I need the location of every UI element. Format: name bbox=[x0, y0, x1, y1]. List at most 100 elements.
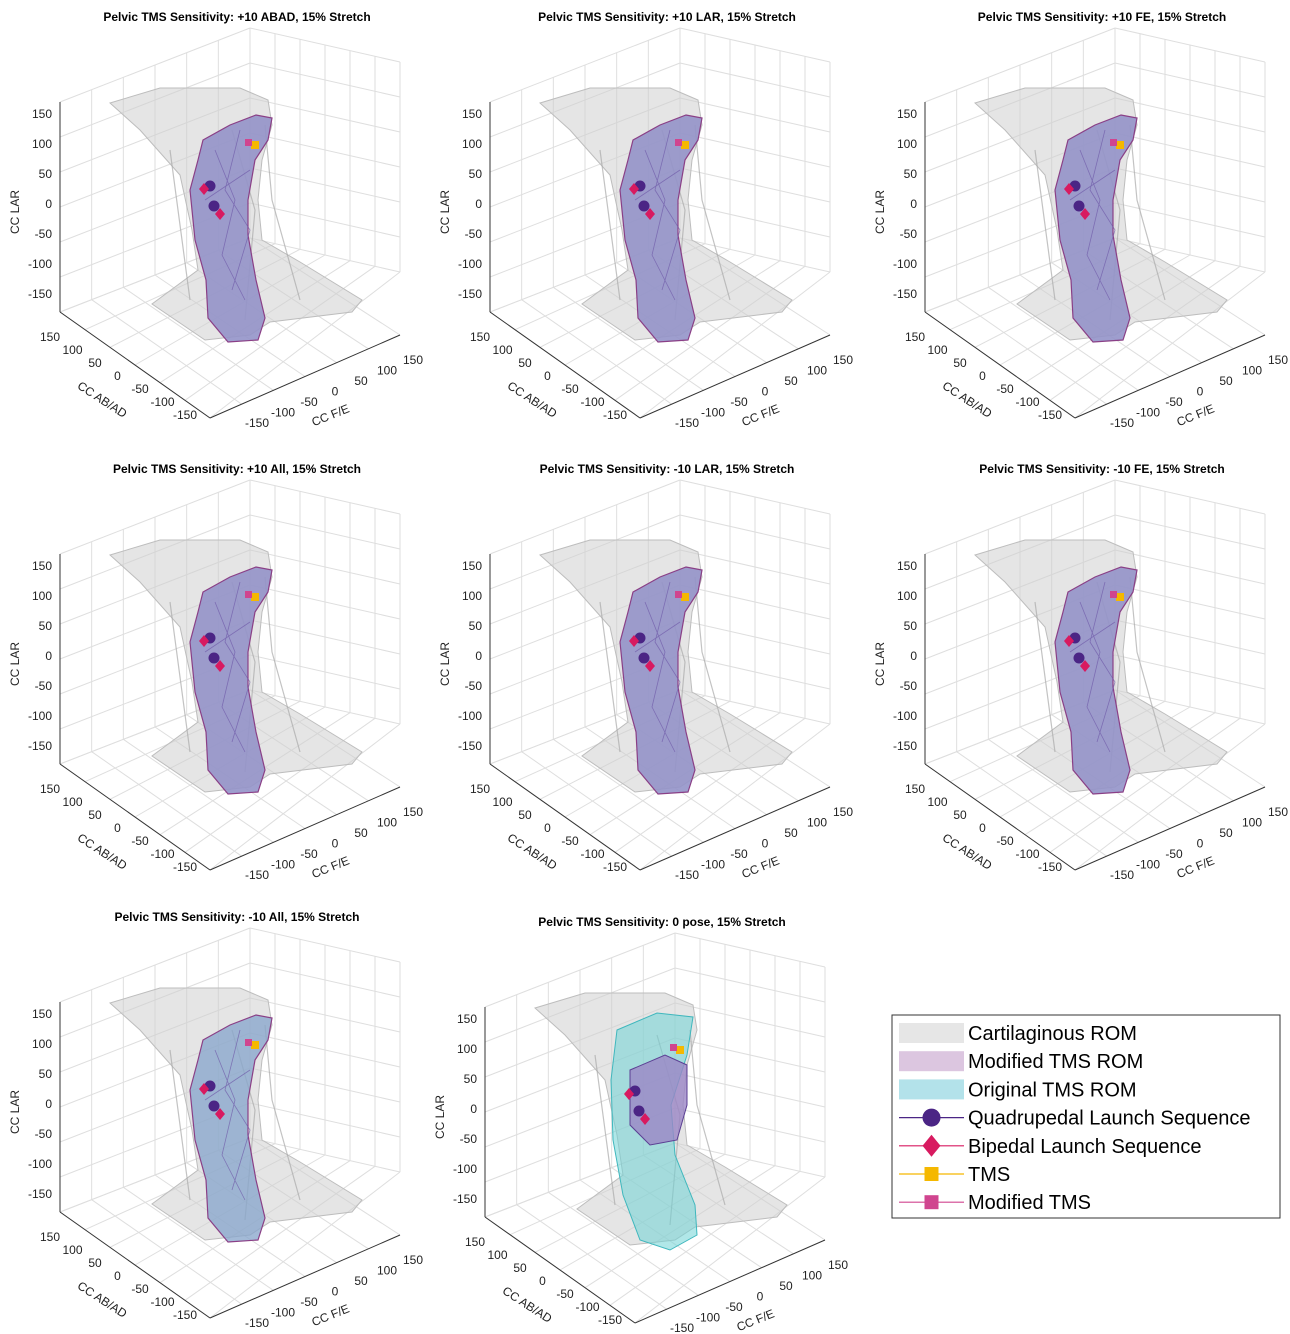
z-axis-label: CC LAR bbox=[8, 1090, 22, 1134]
y-tick-label: 100 bbox=[927, 343, 947, 357]
grid-line bbox=[674, 967, 826, 1003]
x-tick-label: 0 bbox=[762, 385, 769, 399]
grid-line bbox=[249, 619, 401, 655]
y-tick-label: 150 bbox=[40, 1230, 60, 1244]
y-tick-label: 150 bbox=[905, 782, 925, 796]
z-tick-label: 50 bbox=[464, 1072, 478, 1086]
x-tick-label: -50 bbox=[1165, 395, 1183, 409]
tms-marker bbox=[1116, 593, 1124, 601]
z-tick-label: 0 bbox=[475, 197, 482, 211]
z-tick-label: -50 bbox=[35, 679, 53, 693]
quadrupedal-marker bbox=[633, 1105, 645, 1117]
grid-line bbox=[679, 514, 831, 550]
grid-line bbox=[59, 479, 251, 555]
legend-marker-circle bbox=[922, 1108, 941, 1127]
z-tick-label: -150 bbox=[28, 1187, 52, 1201]
legend-marker-diamond bbox=[922, 1134, 941, 1157]
y-axis-label: CC AB/AD bbox=[75, 379, 130, 421]
original-tms-rom-surface bbox=[190, 1015, 272, 1242]
x-tick-label: 150 bbox=[403, 353, 423, 367]
modified-tms-rom-surface bbox=[1054, 114, 1138, 343]
modified-tms-marker bbox=[245, 139, 252, 146]
x-tick-label: -100 bbox=[271, 1306, 295, 1320]
grid-line bbox=[249, 962, 401, 998]
modified-tms-marker bbox=[245, 1039, 252, 1046]
y-axis-line bbox=[489, 763, 641, 871]
z-tick-label: 50 bbox=[39, 1067, 53, 1081]
modified-tms-marker bbox=[1110, 139, 1117, 146]
bipedal-marker bbox=[199, 183, 209, 195]
grid-line bbox=[634, 1176, 826, 1324]
legend-label: Original TMS ROM bbox=[968, 1079, 1137, 1101]
y-tick-label: -150 bbox=[173, 860, 197, 874]
bipedal-marker bbox=[1064, 183, 1074, 195]
y-tick-label: 150 bbox=[905, 330, 925, 344]
y-tick-label: 100 bbox=[62, 795, 82, 809]
grid-line bbox=[59, 927, 251, 1003]
y-axis-label: CC AB/AD bbox=[500, 1284, 555, 1326]
grid-line bbox=[1114, 167, 1266, 203]
x-tick-label: 50 bbox=[354, 1274, 368, 1288]
z-axis-label: CC LAR bbox=[433, 1095, 447, 1139]
y-tick-label: -150 bbox=[173, 1308, 197, 1322]
x-tick-label: -100 bbox=[701, 858, 725, 872]
z-tick-label: 0 bbox=[910, 197, 917, 211]
z-tick-label: -150 bbox=[28, 739, 52, 753]
y-tick-label: 100 bbox=[62, 343, 82, 357]
grid-line bbox=[209, 723, 401, 871]
tms-marker bbox=[676, 1046, 684, 1054]
z-tick-label: -150 bbox=[458, 287, 482, 301]
grid-line bbox=[674, 1072, 826, 1108]
legend: Cartilaginous ROM Modified TMS ROM Origina… bbox=[891, 1014, 1281, 1219]
y-tick-label: 100 bbox=[62, 1243, 82, 1257]
z-tick-label: -150 bbox=[453, 1192, 477, 1206]
x-tick-label: -150 bbox=[245, 416, 269, 430]
legend-label: Cartilaginous ROM bbox=[968, 1023, 1137, 1045]
grid-line bbox=[489, 479, 681, 555]
y-tick-label: 0 bbox=[544, 369, 551, 383]
y-axis-line bbox=[489, 311, 641, 419]
legend-item: Cartilaginous ROM bbox=[899, 1023, 1137, 1045]
x-tick-label: 100 bbox=[377, 364, 397, 378]
modified-tms-marker bbox=[675, 139, 682, 146]
x-tick-label: -150 bbox=[1110, 416, 1134, 430]
y-tick-label: -150 bbox=[603, 860, 627, 874]
grid-line bbox=[1114, 549, 1266, 585]
z-axis-label: CC LAR bbox=[8, 190, 22, 234]
subplot-4: Pelvic TMS Sensitivity: +10 All, 15% Str… bbox=[8, 462, 423, 882]
grid-line bbox=[553, 738, 704, 843]
bipedal-marker bbox=[640, 1113, 650, 1125]
x-tick-label: 100 bbox=[1242, 816, 1262, 830]
modified-tms-marker bbox=[675, 591, 682, 598]
legend-label: Modified TMS ROM bbox=[968, 1051, 1143, 1073]
y-tick-label: 50 bbox=[88, 356, 102, 370]
modified-tms-rom-facets bbox=[634, 129, 681, 301]
y-tick-label: 150 bbox=[470, 330, 490, 344]
grid-line bbox=[639, 271, 831, 419]
z-tick-label: 50 bbox=[904, 167, 918, 181]
grid-line bbox=[548, 1191, 699, 1296]
x-tick-label: 150 bbox=[403, 805, 423, 819]
z-tick-label: -50 bbox=[35, 1127, 53, 1141]
z-tick-label: -150 bbox=[28, 287, 52, 301]
modified-tms-rom-surface bbox=[1054, 566, 1138, 795]
y-tick-label: -50 bbox=[996, 834, 1014, 848]
x-tick-label: -100 bbox=[1136, 406, 1160, 420]
y-tick-label: -100 bbox=[575, 1300, 599, 1314]
surfaces bbox=[539, 87, 793, 343]
y-tick-label: -100 bbox=[150, 1295, 174, 1309]
y-axis-label: CC AB/AD bbox=[505, 379, 560, 421]
grid-line bbox=[679, 549, 831, 585]
bipedal-marker bbox=[199, 1083, 209, 1095]
y-tick-label: -150 bbox=[598, 1313, 622, 1327]
y-tick-label: -50 bbox=[561, 382, 579, 396]
modified-tms-rom-surface bbox=[189, 1014, 273, 1243]
x-tick-label: 150 bbox=[833, 805, 853, 819]
y-tick-label: 50 bbox=[953, 808, 967, 822]
grid-line bbox=[639, 723, 831, 871]
z-tick-label: 0 bbox=[470, 1102, 477, 1116]
grid-line bbox=[1114, 62, 1266, 98]
grid-line bbox=[249, 132, 401, 168]
x-tick-label: 100 bbox=[807, 816, 827, 830]
subplot-title: Pelvic TMS Sensitivity: +10 LAR, 15% Str… bbox=[538, 10, 796, 24]
